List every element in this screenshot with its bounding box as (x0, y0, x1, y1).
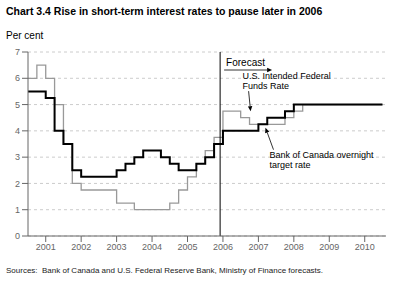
html-text:Chart 3.4 Rise in short-term i: Chart 3.4 Rise in short-term interest ra… (6, 5, 323, 17)
svg-text:Bank of Canada overnighttarget: Bank of Canada overnighttarget rate (269, 150, 374, 170)
html-text:Per cent: Per cent (6, 30, 44, 41)
svg-text:2006: 2006 (213, 242, 233, 252)
svg-text:5: 5 (15, 100, 20, 110)
svg-text:7: 7 (15, 47, 20, 57)
svg-text:Forecast: Forecast (226, 57, 265, 68)
svg-text:2001: 2001 (36, 242, 56, 252)
svg-text:2: 2 (15, 179, 20, 189)
svg-text:2004: 2004 (142, 242, 162, 252)
html-text:Sources: Bank of Canada and U.: Sources: Bank of Canada and U.S. Federal… (6, 266, 323, 275)
svg-text:2008: 2008 (284, 242, 304, 252)
svg-text:2002: 2002 (71, 242, 91, 252)
svg-text:3: 3 (15, 152, 20, 162)
svg-text:4: 4 (15, 126, 20, 136)
svg-text:0: 0 (15, 231, 20, 241)
svg-text:2007: 2007 (248, 242, 268, 252)
svg-text:2010: 2010 (355, 242, 375, 252)
svg-text:6: 6 (15, 73, 20, 83)
svg-text:2003: 2003 (107, 242, 127, 252)
svg-text:U.S. Intended FederalFunds Rat: U.S. Intended FederalFunds Rate (243, 71, 331, 91)
svg-text:2005: 2005 (177, 242, 197, 252)
svg-text:2009: 2009 (319, 242, 339, 252)
svg-text:1: 1 (15, 205, 20, 215)
